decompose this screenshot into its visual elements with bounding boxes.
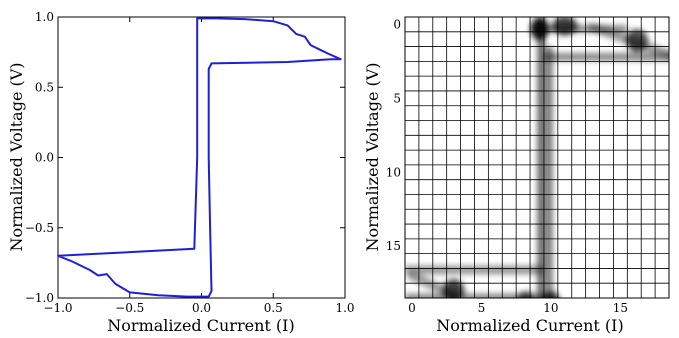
- left-x-tick-label: 0.0: [192, 301, 211, 315]
- left-x-tick-label: 0.5: [264, 301, 283, 315]
- left-y-tick-label: −1.0: [25, 291, 54, 305]
- heatmap-plot: 0 5 10 15 0 5 10 15 Normalized Current (I) Norm…: [363, 16, 670, 335]
- heatmap-band: [543, 52, 669, 61]
- heatmap-blob: [626, 29, 648, 53]
- right-y-tick-label: 0: [393, 17, 401, 31]
- heatmap-blob: [517, 291, 535, 298]
- hysteresis-curve: [57, 17, 342, 298]
- left-y-tick-label: −0.5: [25, 221, 54, 235]
- heatmap-grid: [405, 17, 669, 298]
- right-y-axis-label: Normalized Voltage (V): [363, 62, 382, 251]
- right-y-tick-label: 10: [386, 165, 401, 179]
- right-y-tick-label: 5: [393, 91, 401, 105]
- heatmap-band: [530, 25, 628, 33]
- heatmap-blob: [552, 17, 578, 36]
- heatmap-blob: [530, 17, 549, 41]
- right-x-tick-label: 5: [478, 301, 486, 315]
- heatmap-background: [405, 17, 669, 298]
- left-x-tick-label: −1.0: [43, 301, 72, 315]
- hysteresis-plot: −1.0 −0.5 0.0 0.5 1.0 −1.0 −0.5 0.0 0.5 1.0 Norma…: [7, 10, 355, 335]
- heatmap-blob: [542, 291, 560, 298]
- left-x-tick-label: −0.5: [115, 301, 144, 315]
- left-y-tick-label: 0.0: [35, 151, 54, 165]
- right-plot-frame: [404, 16, 670, 299]
- left-plot-frame: [57, 16, 346, 299]
- right-y-tick-label: 15: [386, 239, 401, 253]
- left-x-axis-label: Normalized Current (I): [107, 316, 294, 335]
- right-ticks: 0 5 10 15 0 5 10 15: [386, 17, 628, 315]
- left-ticks: −1.0 −0.5 0.0 0.5 1.0 −1.0 −0.5 0.0 0.5 1.0: [25, 10, 355, 315]
- heatmap-blob: [442, 279, 465, 298]
- right-x-tick-label: 10: [543, 301, 558, 315]
- left-y-axis-label: Normalized Voltage (V): [7, 62, 26, 251]
- right-x-tick-label: 15: [613, 301, 628, 315]
- left-y-tick-label: 1.0: [35, 10, 54, 24]
- left-x-tick-label: 1.0: [335, 301, 354, 315]
- heatmap-band: [546, 46, 553, 298]
- heatmap-band: [537, 17, 545, 298]
- right-x-tick-label: 0: [408, 301, 416, 315]
- left-y-tick-label: 0.5: [35, 80, 54, 94]
- right-x-axis-label: Normalized Current (I): [436, 316, 623, 335]
